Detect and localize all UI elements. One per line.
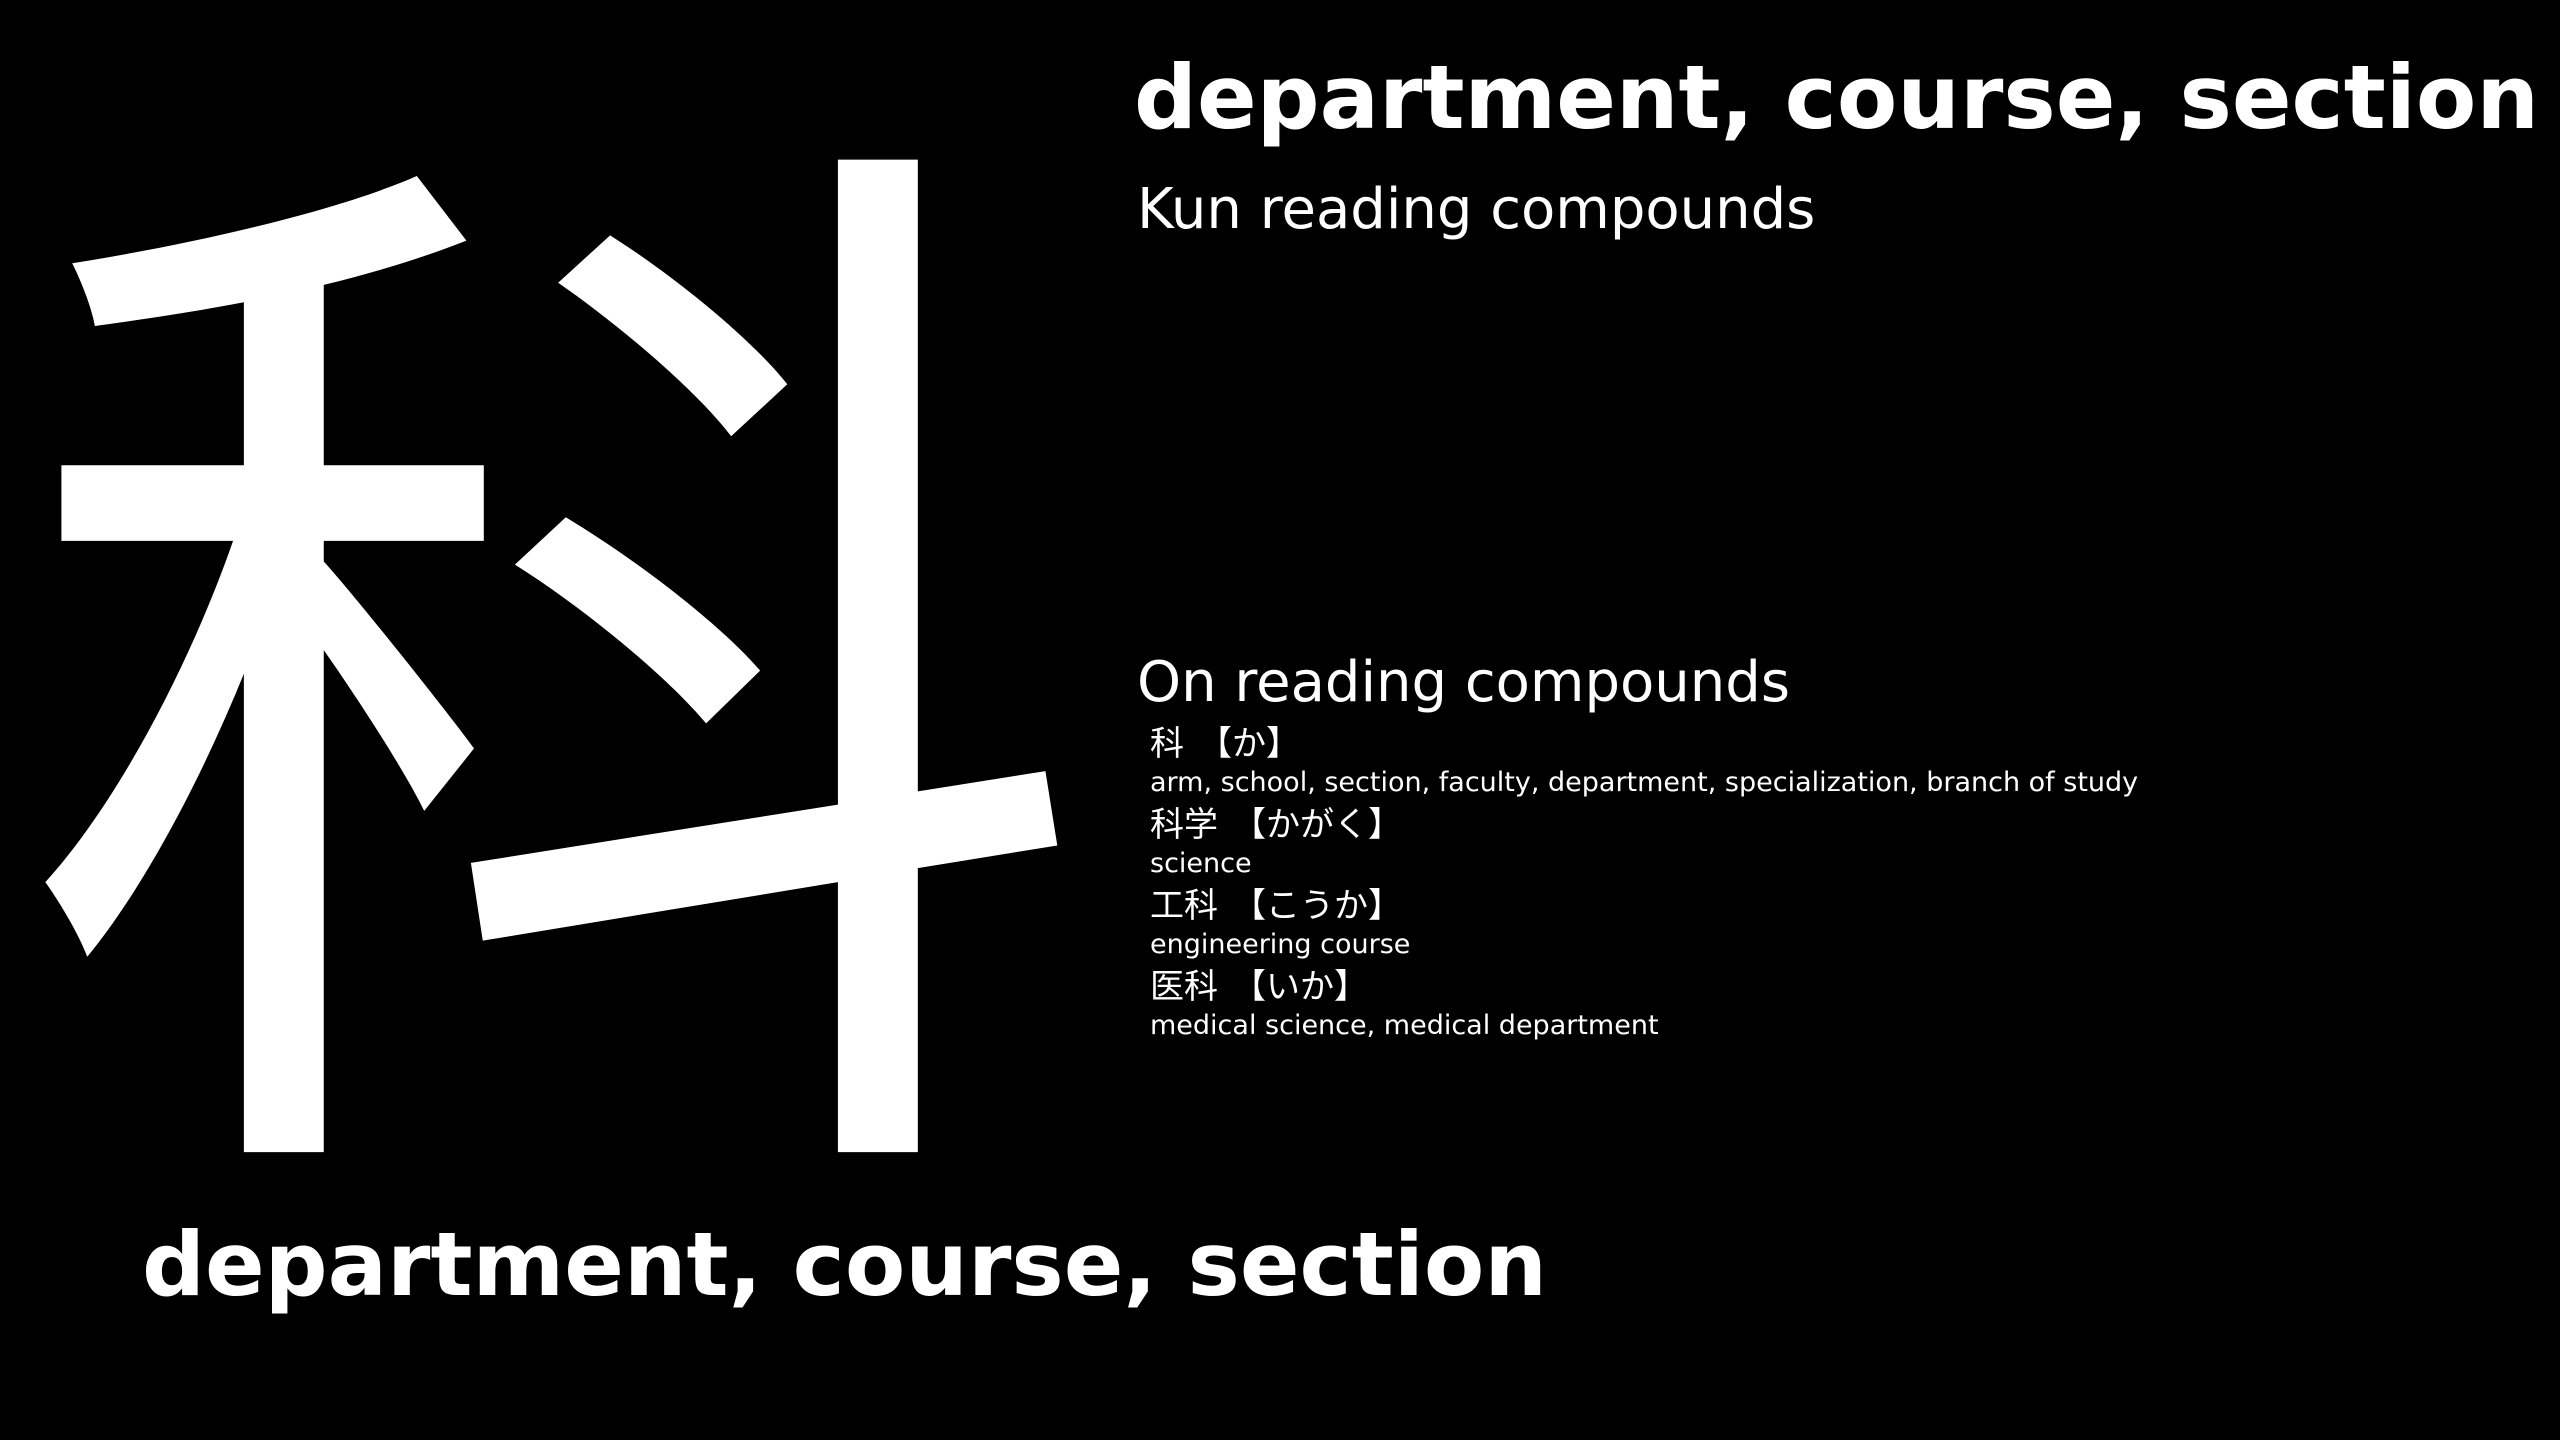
compound-word-line: 工科 【こうか】 xyxy=(1150,884,2530,928)
compound-reading: 【こうか】 xyxy=(1232,886,1402,926)
page-title: department, course, section xyxy=(1134,46,2540,149)
kanji-meaning: department, course, section xyxy=(142,1213,1548,1316)
compound-meaning: medical science, medical department xyxy=(1150,1010,1659,1041)
on-reading-heading: On reading compounds xyxy=(1137,650,1790,715)
compound-meaning: science xyxy=(1150,848,1252,879)
compound-meaning: arm, school, section, faculty, departmen… xyxy=(1150,767,2139,798)
compound-meaning: engineering course xyxy=(1150,929,1411,960)
kanji-character: 科 xyxy=(15,66,1095,1323)
compound-reading: 【かがく】 xyxy=(1232,805,1402,845)
on-compound-list: 科【か】 arm, school, section, faculty, depa… xyxy=(1150,722,2530,1046)
compound-word: 医科 xyxy=(1150,967,1218,1007)
compound-reading: 【か】 xyxy=(1198,724,1300,764)
compound-word-line: 医科 【いか】 xyxy=(1150,965,2530,1009)
compound-word-line: 科学 【かがく】 xyxy=(1150,803,2530,847)
compound-word: 科学 xyxy=(1150,805,1218,845)
compound-item: 科学 【かがく】 science xyxy=(1150,803,2530,884)
compound-word: 科 xyxy=(1150,724,1184,764)
kun-reading-heading: Kun reading compounds xyxy=(1137,177,1816,242)
compound-reading: 【いか】 xyxy=(1232,967,1368,1007)
compound-item: 工科 【こうか】 engineering course xyxy=(1150,884,2530,965)
compound-word: 工科 xyxy=(1150,886,1218,926)
compound-item: 科【か】 arm, school, section, faculty, depa… xyxy=(1150,722,2530,803)
compound-item: 医科 【いか】 medical science, medical departme… xyxy=(1150,965,2530,1046)
compound-word-line: 科【か】 xyxy=(1150,722,2530,766)
